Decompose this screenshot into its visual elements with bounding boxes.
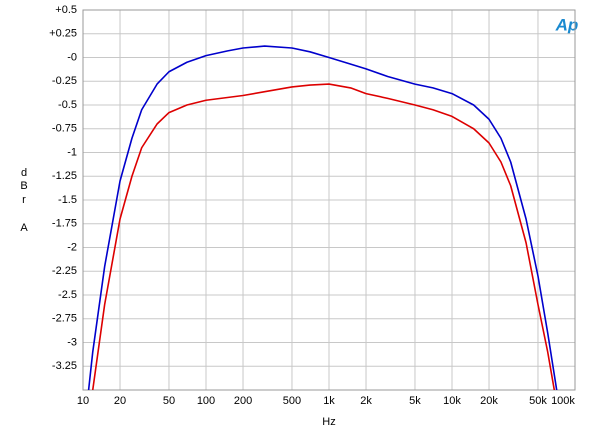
y-tick-label: -1 <box>67 146 77 158</box>
x-tick-label: 5k <box>409 395 421 407</box>
x-tick-label: 10 <box>77 395 89 407</box>
series-line <box>91 83 556 390</box>
y-tick-label: -0.5 <box>58 99 77 111</box>
x-tick-label: 50k <box>529 395 547 407</box>
x-tick-label: 20 <box>114 395 126 407</box>
y-axis-label: B <box>20 180 27 192</box>
plot-area <box>87 45 558 390</box>
y-axis-label: d <box>21 167 27 179</box>
y-tick-label: +0.5 <box>55 4 77 16</box>
logo: Ap <box>555 15 579 34</box>
y-tick-label: -1.5 <box>58 194 77 206</box>
y-tick-label: -0.25 <box>52 75 77 87</box>
x-tick-label: 10k <box>443 395 461 407</box>
x-tick-label: 200 <box>234 395 252 407</box>
x-tick-label: 1k <box>323 395 335 407</box>
x-tick-label: 500 <box>283 395 301 407</box>
x-tick-label: 50 <box>163 395 175 407</box>
y-axis-label: A <box>20 222 28 234</box>
x-tick-label: 2k <box>360 395 372 407</box>
y-tick-label: -0 <box>67 51 77 63</box>
y-tick-label: -3 <box>67 336 77 348</box>
y-axis-label: r <box>22 194 26 206</box>
y-tick-label: -0.75 <box>52 123 77 135</box>
series-line <box>87 45 558 390</box>
y-tick-label: -2.5 <box>58 289 77 301</box>
x-tick-label: 100 <box>197 395 215 407</box>
y-tick-label: -1.75 <box>52 218 77 230</box>
y-tick-label: -3.25 <box>52 360 77 372</box>
y-tick-label: -1.25 <box>52 170 77 182</box>
y-tick-label: -2.75 <box>52 313 77 325</box>
x-tick-label: 20k <box>480 395 498 407</box>
y-tick-label: -2.25 <box>52 265 77 277</box>
y-tick-label: -2 <box>67 241 77 253</box>
x-tick-label: 100k <box>551 395 575 407</box>
x-axis-label: Hz <box>322 416 335 428</box>
y-tick-label: +0.25 <box>49 28 77 40</box>
plot-frame <box>82 9 576 391</box>
